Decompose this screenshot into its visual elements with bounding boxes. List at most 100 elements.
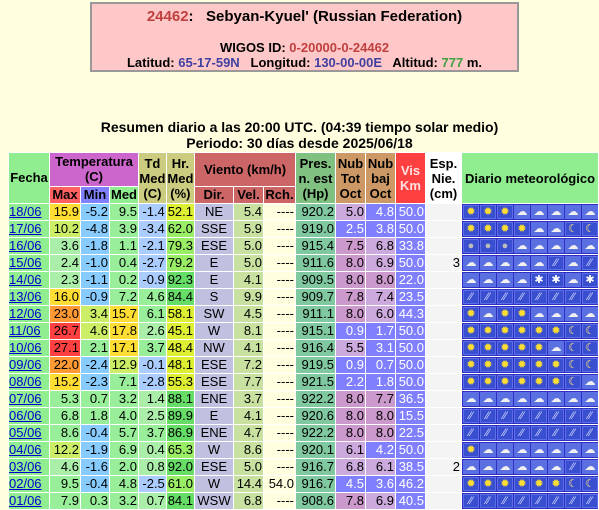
station-id: 24462 [147,8,189,25]
date-link[interactable]: 13/06 [9,289,42,304]
cell-max: 12.2 [50,442,81,459]
cell-pres: 920.2 [296,204,336,221]
cell-pres: 915.1 [296,323,336,340]
cell-vel: 5.0 [234,459,264,476]
col-dir: Dir. [195,186,234,203]
cloud-icon: ☁ [497,392,513,406]
cell-vis: 22.0 [396,272,426,289]
col-nub-tot: Nub Tot Oct [336,153,366,204]
moon-icon: ☾ [582,477,598,491]
cell-pres: 921.5 [296,374,336,391]
rain-icon: ⁄⁄ [565,494,581,508]
diario-cell: ✹✹✹✹✹✹☾☾ [462,357,599,374]
row-date: 07/06 [9,391,50,408]
sun-icon: ✹ [497,205,513,219]
cloud-icon: ☁ [514,443,530,457]
cell-esp [426,391,462,408]
date-link[interactable]: 03/06 [9,459,42,474]
cell-pres: 919.5 [296,357,336,374]
date-link[interactable]: 09/06 [9,357,42,372]
cloud-icon: ☁ [463,460,479,474]
cell-nubt: 7.5 [336,238,366,255]
date-link[interactable]: 07/06 [9,391,42,406]
cell-vel: 4.7 [234,425,264,442]
date-link[interactable]: 14/06 [9,272,42,287]
rain-icon: ⁄⁄ [480,426,496,440]
cell-med: 17.8 [110,323,139,340]
cell-vis: 15.5 [396,408,426,425]
cell-dir: E [195,272,234,289]
cell-pres: 911.1 [296,306,336,323]
date-link[interactable]: 01/06 [9,493,42,508]
cell-rch: ---- [264,357,296,374]
summary: Resumen diario a las 20:00 UTC. (04:39 t… [0,119,599,151]
date-link[interactable]: 12/06 [9,306,42,321]
rain-icon: ⁄⁄ [463,494,479,508]
row-date: 13/06 [9,289,50,306]
sun-icon: ✹ [497,324,513,338]
cell-hr: 92.3 [166,272,194,289]
date-link[interactable]: 10/06 [9,340,42,355]
sun-icon: ✹ [531,375,547,389]
cell-pres: 920.6 [296,408,336,425]
cell-vel: 5.4 [234,204,264,221]
cell-vel: 5.0 [234,238,264,255]
cell-min: -2.3 [81,374,110,391]
cell-td: 2.6 [139,323,167,340]
cell-dir: W [195,323,234,340]
cell-pres: 916.4 [296,340,336,357]
col-rch: Rch. [264,186,296,203]
diario-cell: ●●●☁☁☁☁☁ [462,238,599,255]
cell-vis: 22.5 [396,425,426,442]
rain-icon: ⁄⁄ [480,409,496,423]
cell-nubt: 5.5 [336,340,366,357]
moon-icon: ☾ [565,358,581,372]
cloud-icon: ☁ [514,460,530,474]
date-link[interactable]: 02/06 [9,476,42,491]
cell-dir: ESE [195,357,234,374]
moon-icon: ☾ [582,324,598,338]
sun-icon: ✹ [463,341,479,355]
date-link[interactable]: 05/06 [9,425,42,440]
cell-nubt: 6.8 [336,459,366,476]
date-link[interactable]: 18/06 [9,204,42,219]
cell-dir: NE [195,204,234,221]
sun-icon: ✹ [514,324,530,338]
summary-line-2: Periodo: 30 días desde 2025/06/18 [0,135,599,151]
date-link[interactable]: 08/06 [9,374,42,389]
rain-icon: ⁄⁄ [463,290,479,304]
cell-vel: 7.7 [234,374,264,391]
cell-max: 15.2 [50,374,81,391]
cell-rch: ---- [264,408,296,425]
rain-icon: ⁄⁄ [514,290,530,304]
cell-vis: 33.8 [396,238,426,255]
cell-vel: 8.6 [234,442,264,459]
cell-max: 15.9 [50,204,81,221]
date-link[interactable]: 16/06 [9,238,42,253]
cell-hr: 61.0 [166,476,194,493]
cell-max: 10.2 [50,221,81,238]
cell-vis: 50.0 [396,204,426,221]
cell-nubb: 7.4 [366,289,396,306]
row-date: 08/06 [9,374,50,391]
cloud-icon: ☁ [514,205,530,219]
cell-nubb: 6.9 [366,255,396,272]
cell-max: 16.0 [50,289,81,306]
col-vis: Vis Km [396,153,426,204]
lon-label: Longitud: [251,55,311,70]
date-link[interactable]: 17/06 [9,221,42,236]
cell-td: 3.7 [139,425,167,442]
cell-min: -4.8 [81,221,110,238]
table-row: 10/0627.12.117.13.748.4NW4.1----916.45.5… [9,340,599,357]
snow-icon: ✱ [531,273,547,287]
date-link[interactable]: 11/06 [9,323,41,338]
cloud-icon: ☁ [497,443,513,457]
cell-med: 2.0 [110,459,139,476]
cloud-icon: ☁ [531,256,547,270]
cell-nubt: 8.0 [336,255,366,272]
station-title: 24462: Sebyan-Kyuel' (Russian Federation… [92,8,517,25]
date-link[interactable]: 04/06 [9,442,42,457]
rain-icon: ⁄⁄ [582,409,598,423]
date-link[interactable]: 15/06 [9,255,42,270]
date-link[interactable]: 06/06 [9,408,42,423]
